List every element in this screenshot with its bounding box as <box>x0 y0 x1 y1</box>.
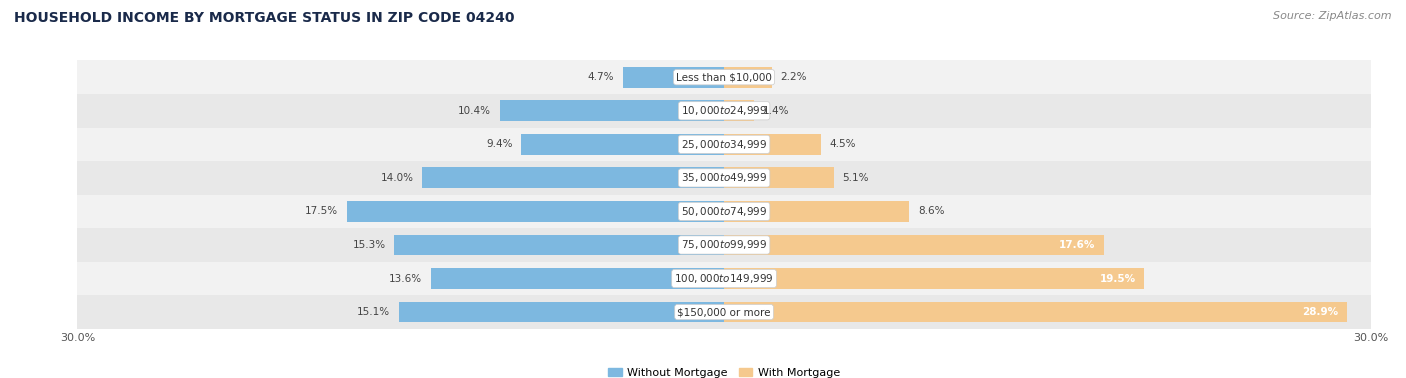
Text: $150,000 or more: $150,000 or more <box>678 307 770 317</box>
Bar <box>623 67 724 88</box>
Text: 10.4%: 10.4% <box>458 106 491 116</box>
Legend: Without Mortgage, With Mortgage: Without Mortgage, With Mortgage <box>603 363 845 378</box>
Bar <box>77 262 1371 295</box>
Text: 9.4%: 9.4% <box>486 139 513 149</box>
Bar <box>398 302 724 322</box>
Text: 5.1%: 5.1% <box>842 173 869 183</box>
Text: Less than $10,000: Less than $10,000 <box>676 72 772 82</box>
Text: 1.4%: 1.4% <box>763 106 789 116</box>
Bar <box>522 134 724 155</box>
Bar <box>77 94 1371 128</box>
Text: 4.7%: 4.7% <box>588 72 614 82</box>
Text: 13.6%: 13.6% <box>389 274 422 284</box>
Bar <box>77 295 1371 329</box>
Text: 19.5%: 19.5% <box>1099 274 1136 284</box>
Bar <box>501 101 724 121</box>
Text: 17.6%: 17.6% <box>1059 240 1095 250</box>
Text: HOUSEHOLD INCOME BY MORTGAGE STATUS IN ZIP CODE 04240: HOUSEHOLD INCOME BY MORTGAGE STATUS IN Z… <box>14 11 515 25</box>
Bar <box>77 195 1371 228</box>
Text: $35,000 to $49,999: $35,000 to $49,999 <box>681 171 768 184</box>
Text: 28.9%: 28.9% <box>1302 307 1339 317</box>
Bar <box>77 228 1371 262</box>
Bar <box>422 167 724 188</box>
Bar <box>430 268 724 289</box>
Bar <box>724 134 821 155</box>
Bar <box>77 60 1371 94</box>
Bar <box>77 128 1371 161</box>
Bar <box>724 268 1144 289</box>
Bar <box>724 67 772 88</box>
Bar <box>347 201 724 222</box>
Text: $50,000 to $74,999: $50,000 to $74,999 <box>681 205 768 218</box>
Text: 2.2%: 2.2% <box>780 72 807 82</box>
Bar <box>724 201 910 222</box>
Bar <box>724 167 834 188</box>
Text: 15.1%: 15.1% <box>357 307 389 317</box>
Text: $75,000 to $99,999: $75,000 to $99,999 <box>681 239 768 251</box>
Bar <box>394 235 724 256</box>
Bar <box>724 235 1104 256</box>
Text: $10,000 to $24,999: $10,000 to $24,999 <box>681 104 768 117</box>
Text: $25,000 to $34,999: $25,000 to $34,999 <box>681 138 768 151</box>
Text: 14.0%: 14.0% <box>381 173 413 183</box>
Text: $100,000 to $149,999: $100,000 to $149,999 <box>675 272 773 285</box>
Text: 17.5%: 17.5% <box>305 206 339 217</box>
Bar <box>724 302 1347 322</box>
Bar <box>724 101 754 121</box>
Bar <box>77 161 1371 195</box>
Text: 8.6%: 8.6% <box>918 206 945 217</box>
Text: 15.3%: 15.3% <box>353 240 385 250</box>
Text: Source: ZipAtlas.com: Source: ZipAtlas.com <box>1274 11 1392 21</box>
Text: 4.5%: 4.5% <box>830 139 856 149</box>
